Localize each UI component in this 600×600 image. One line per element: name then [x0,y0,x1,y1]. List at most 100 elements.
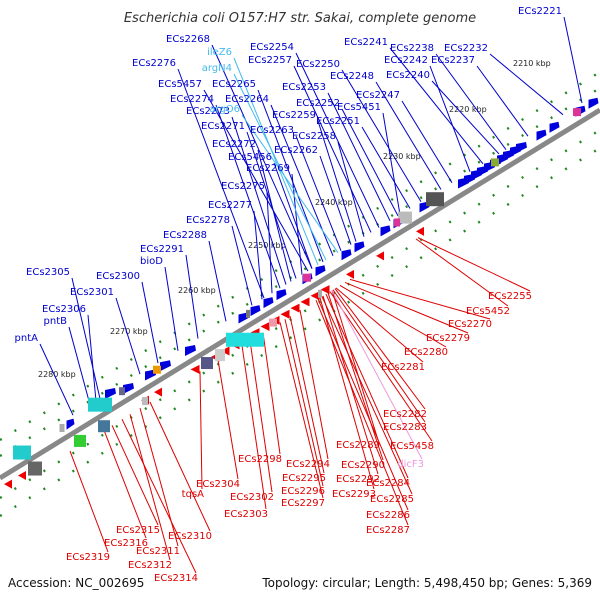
label-leader [87,314,97,402]
gray-feature [142,397,148,406]
gene-label: ECs2287 [366,525,410,536]
label-leader [111,425,159,526]
gene-label: ECs2315 [116,525,160,536]
label-leaders [39,16,583,574]
label-leader [115,297,141,375]
label-leader [331,290,423,460]
rev-guide-inner [0,128,600,500]
reverse-gene-glyph [376,251,384,261]
gene-label: ECs2268 [166,34,210,45]
gene-label: ECs2237 [431,55,475,66]
label-leader [331,290,379,441]
label-leader [39,343,74,416]
gene-label: ECs2282 [383,409,427,420]
reverse-gene-glyph [4,479,12,489]
gene-label: pntB [44,316,68,327]
label-leader [233,57,319,266]
gray-feature [59,423,65,432]
gene-label: ECs5458 [390,441,434,452]
label-leader [69,450,109,553]
gene-label: ECs5457 [158,79,202,90]
label-leader [289,316,325,474]
label-leader [417,237,531,292]
reverse-gene-glyph [260,321,270,331]
gene-label: ECs2275 [221,181,265,192]
gene-label: ECs2240 [386,70,430,81]
gene-label: ECs2253 [282,82,326,93]
label-leader [317,120,357,242]
forward-gene-glyph [315,265,326,277]
tick-label: 2250 kbp [248,241,286,250]
tick-label: 2280 kbp [38,370,76,379]
gene-label: ECs2271 [201,121,245,132]
gene-label: ECs2247 [356,90,400,101]
label-leader [266,191,273,294]
forward-gene-glyph [66,418,75,430]
gene-label: ECs2278 [186,215,230,226]
label-leader [382,112,401,215]
gene-label: ECs5456 [228,152,272,163]
pink-feature [269,318,277,327]
gene-label: ECs2283 [383,422,427,433]
label-leader [341,69,422,203]
label-leader [177,68,265,299]
gene-label: ECs2288 [163,230,207,241]
gene-label: ECs2280 [404,347,448,358]
forward-gene-glyph [263,297,274,309]
tick-label: 2230 kbp [383,152,421,161]
gene-label: ECs2292 [336,474,380,485]
gray-feature [201,357,213,370]
label-leader [68,326,91,405]
gene-label: ECs2294 [286,459,330,470]
reverse-gene-glyph [154,387,162,397]
gene-label: ECs2254 [250,42,294,53]
label-leader [435,53,507,150]
gene-label: ECs2273 [186,106,230,117]
gene-label: ECs2293 [332,489,376,500]
gene-label: ECs2286 [366,510,410,521]
label-leader [293,65,372,233]
label-leader [344,281,469,334]
label-leader [273,162,313,269]
label-leader [231,116,287,285]
label-leader [341,108,399,217]
gene-label: ECs2262 [274,145,318,156]
label-leader [241,345,267,510]
gene-label: ECs2284 [366,478,410,489]
label-leader [375,81,442,190]
gene-label: ECs2265 [212,79,256,90]
gray-feature [426,192,444,207]
gray-feature [246,309,250,318]
label-leader [215,104,281,289]
gene-label: ECs2311 [136,546,180,557]
label-leader [329,291,433,442]
tick-label: 2220 kbp [449,105,487,114]
gene-label: ECs2296 [281,486,325,497]
label-leader [332,289,426,423]
label-leader [319,297,375,490]
green-feature [491,158,499,167]
forward-gene-glyph [549,121,560,133]
label-leader [185,254,199,339]
reverse-gene-glyph [290,303,300,313]
gene-label: ECs2312 [128,560,172,571]
label-leader [262,332,281,455]
label-leader [389,47,484,165]
gene-label: ECs2310 [168,531,212,542]
gene-label: ECs2259 [272,110,316,121]
gene-label: ECs2279 [426,333,470,344]
gray-feature [318,289,322,298]
gene-label: ECs2248 [330,71,374,82]
cyan-feature [13,445,31,460]
gene-label: argO6 [209,104,240,115]
label-leader [335,287,424,363]
gene-label: ECs2252 [296,98,340,109]
label-leader [334,288,426,410]
label-leader [299,309,329,460]
topology-text: Topology: circular; Length: 5,498,450 bp… [261,576,592,590]
reverse-gene-glyph [190,364,200,374]
cyan-feature [226,332,264,347]
gene-label: ECs2291 [140,244,184,255]
label-leader [489,53,564,116]
